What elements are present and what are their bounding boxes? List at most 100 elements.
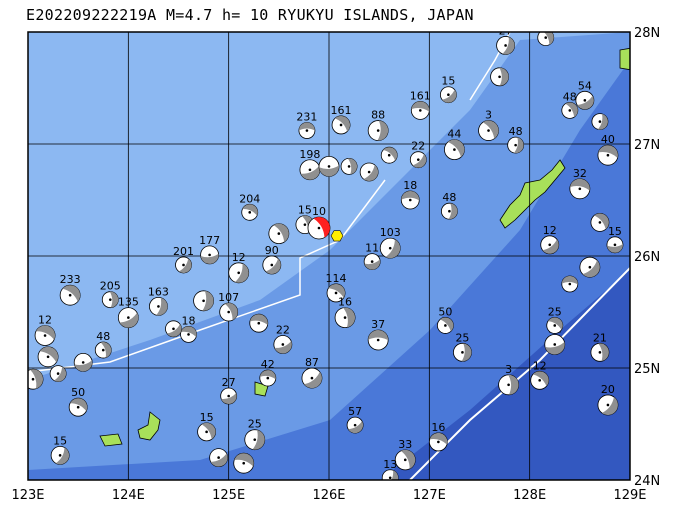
compression-quadrant	[385, 239, 401, 259]
compression-quadrant	[429, 432, 448, 445]
okinawa-island	[499, 159, 566, 229]
lon-tick-label: 129E	[613, 488, 646, 503]
beachball-center	[376, 129, 380, 132]
beachball-center	[205, 430, 208, 434]
beachball-center	[308, 168, 312, 172]
depth-label: 12	[543, 224, 557, 237]
beachball-center	[507, 383, 510, 387]
beachball-center	[303, 223, 307, 226]
event-beachball: 88	[367, 109, 389, 141]
depth-label: 32	[573, 167, 587, 180]
beachball-center	[127, 316, 130, 319]
compression-quadrant	[508, 374, 519, 395]
event-beachball: 161	[331, 104, 352, 135]
depth-label: 48	[563, 90, 577, 103]
beachball-center	[553, 324, 557, 327]
event-beachball: 15	[197, 411, 216, 442]
event-beachball: 48	[561, 90, 579, 119]
event-title: E202209222219A M=4.7 h= 10 RYUKYU ISLAND…	[26, 6, 474, 24]
compression-quadrant	[156, 297, 168, 316]
depth-label: 27	[222, 376, 236, 389]
compression-quadrant	[412, 154, 427, 168]
depth-label: 103	[380, 226, 401, 239]
compression-quadrant	[224, 303, 238, 321]
event-beachball: 11	[363, 242, 381, 271]
depth-label: 233	[60, 273, 81, 286]
main-event-beachball: 10	[307, 205, 331, 240]
depth-label: 40	[601, 133, 615, 146]
compression-quadrant	[348, 421, 364, 434]
event-beachball: 25	[546, 305, 564, 334]
compression-quadrant	[300, 165, 320, 180]
compression-quadrant	[119, 312, 139, 328]
event-beachball: 13	[381, 458, 399, 480]
depth-label: 3	[485, 109, 492, 122]
depth-label: 20	[601, 383, 615, 396]
event-beachball: 18	[180, 314, 197, 343]
compression-quadrant	[55, 447, 70, 465]
event-beachball: 103	[380, 226, 401, 259]
compression-quadrant	[343, 307, 356, 328]
event-beachball: 21	[590, 331, 610, 362]
beachball-center	[68, 293, 72, 297]
beachball-center	[388, 476, 392, 480]
compression-quadrant	[35, 325, 56, 340]
compression-quadrant	[401, 191, 420, 201]
beachball-center	[613, 243, 617, 247]
event-beachball: 198	[299, 148, 320, 181]
compression-quadrant	[62, 285, 81, 302]
event-beachball	[591, 113, 609, 130]
depth-label: 50	[438, 305, 452, 318]
compression-quadrant	[447, 139, 465, 158]
beachball-center	[376, 338, 380, 342]
event-beachball: 25	[244, 418, 266, 451]
compression-quadrant	[532, 371, 549, 387]
depth-label: 10	[312, 205, 326, 218]
beachball-center	[277, 232, 281, 235]
lon-tick-label: 125E	[212, 488, 245, 503]
compression-quadrant	[234, 453, 254, 467]
beachball-center	[208, 253, 211, 257]
event-beachball: 54	[575, 79, 595, 110]
depth-label: 161	[331, 104, 352, 117]
lon-tick-label: 126E	[312, 488, 345, 503]
beachball-center	[227, 394, 230, 398]
event-beachball: 18	[400, 179, 420, 210]
beachball-center	[453, 148, 456, 151]
beachball-center	[248, 211, 252, 214]
beachball-center	[237, 271, 240, 275]
compression-quadrant	[400, 449, 416, 469]
trench-area	[380, 270, 630, 480]
beachball-center	[388, 246, 392, 250]
beachball-center	[598, 351, 602, 354]
beachball-center	[76, 405, 80, 409]
beachball-center	[553, 343, 557, 346]
beachball-center	[317, 226, 321, 230]
event-beachball: 20	[597, 383, 619, 416]
depth-label: 25	[455, 331, 469, 344]
beachball-center	[343, 316, 347, 319]
compression-quadrant	[543, 32, 554, 45]
compression-quadrant	[440, 317, 454, 332]
beachball-center	[598, 221, 602, 224]
depth-label: 16	[431, 421, 445, 434]
graticule	[28, 32, 630, 480]
depth-label: 204	[239, 192, 260, 205]
beachball-center	[487, 129, 490, 132]
depth-label: 13	[383, 458, 397, 471]
compression-quadrant	[200, 253, 219, 264]
compression-quadrant	[442, 89, 457, 103]
event-beachball: 25	[453, 331, 472, 362]
beachball-center	[187, 333, 190, 336]
compression-quadrant	[411, 101, 430, 112]
beachball-center	[253, 438, 257, 441]
depth-label: 107	[218, 291, 239, 304]
lat-tick-label: 28N	[634, 26, 660, 41]
event-beachball	[193, 290, 214, 312]
beachball-center	[403, 458, 407, 462]
event-beachball	[233, 452, 255, 474]
compression-quadrant	[513, 137, 524, 154]
compression-quadrant	[606, 243, 623, 253]
